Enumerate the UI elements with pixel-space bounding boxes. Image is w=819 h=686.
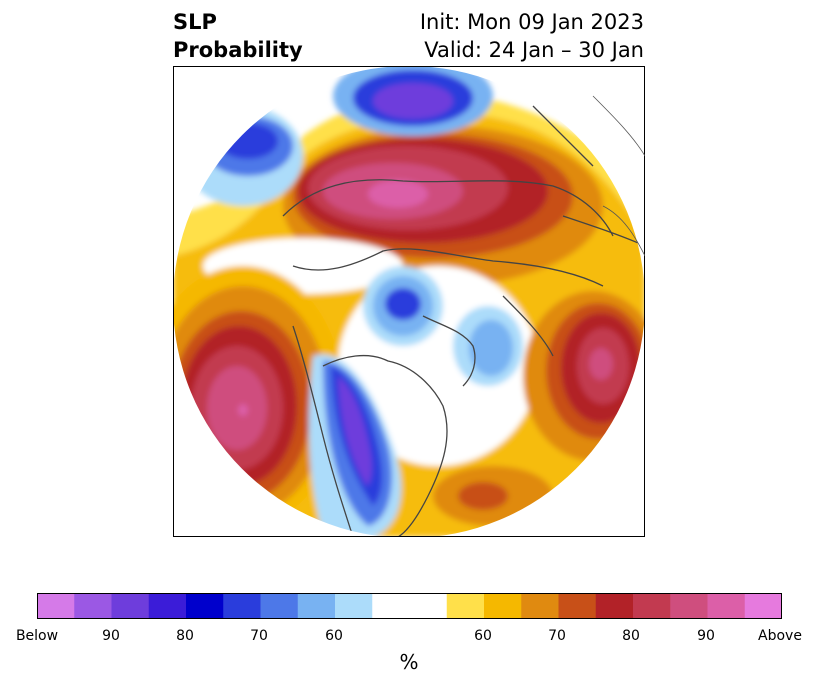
init-date: Init: Mon 09 Jan 2023 [419, 10, 644, 34]
cbar-label-below-90: 90 [102, 628, 120, 644]
cbar-label-above-80: 80 [622, 628, 640, 644]
colorbar-above-bin-5 [633, 593, 671, 619]
colorbar-below-bin-7 [297, 593, 336, 619]
colorbar-below-bin-3 [148, 593, 187, 619]
cbar-label-above: Above [758, 628, 802, 644]
colorbar [37, 593, 782, 619]
chart-title-right: Init: Mon 09 Jan 2023 Valid: 24 Jan – 30… [420, 8, 644, 64]
valid-range: Valid: 24 Jan – 30 Jan [424, 38, 644, 62]
cbar-label-below-80: 80 [176, 628, 194, 644]
cbar-label-above-60: 60 [474, 628, 492, 644]
colorbar-above-bin-4 [595, 593, 634, 619]
colorbar-below-bin-0 [37, 593, 75, 619]
cbar-label-below-60: 60 [325, 628, 343, 644]
title-variable: SLP [173, 10, 217, 34]
colorbar-above-bin-2 [521, 593, 559, 619]
colorbar-neutral-bin [372, 593, 448, 619]
probability-field [173, 66, 645, 537]
colorbar-below-bin-8 [335, 593, 373, 619]
colorbar-border [37, 593, 782, 619]
colorbar-below-bin-4 [186, 593, 224, 619]
cbar-label-below-70: 70 [250, 628, 268, 644]
chart-title-left: SLP Probability [173, 8, 303, 64]
map-border [173, 66, 645, 537]
colorbar-above-bin-8 [744, 593, 782, 619]
coastlines [282, 105, 645, 537]
colorbar-below-bin-2 [111, 593, 150, 619]
cbar-label-below: Below [15, 628, 59, 644]
colorbar-below-bin-1 [74, 593, 112, 619]
colorbar-below-bin-6 [260, 593, 299, 619]
colorbar-above-bin-3 [558, 593, 597, 619]
title-subtitle: Probability [173, 38, 303, 62]
colorbar-above-bin-6 [670, 593, 708, 619]
cbar-label-above-90: 90 [697, 628, 715, 644]
colorbar-above-bin-1 [484, 593, 522, 619]
cbar-label-above-70: 70 [548, 628, 566, 644]
colorbar-unit: % [399, 650, 419, 674]
colorbar-above-bin-0 [446, 593, 485, 619]
colorbar-above-bin-7 [707, 593, 746, 619]
colorbar-below-bin-5 [223, 593, 261, 619]
polar-map [173, 66, 645, 537]
